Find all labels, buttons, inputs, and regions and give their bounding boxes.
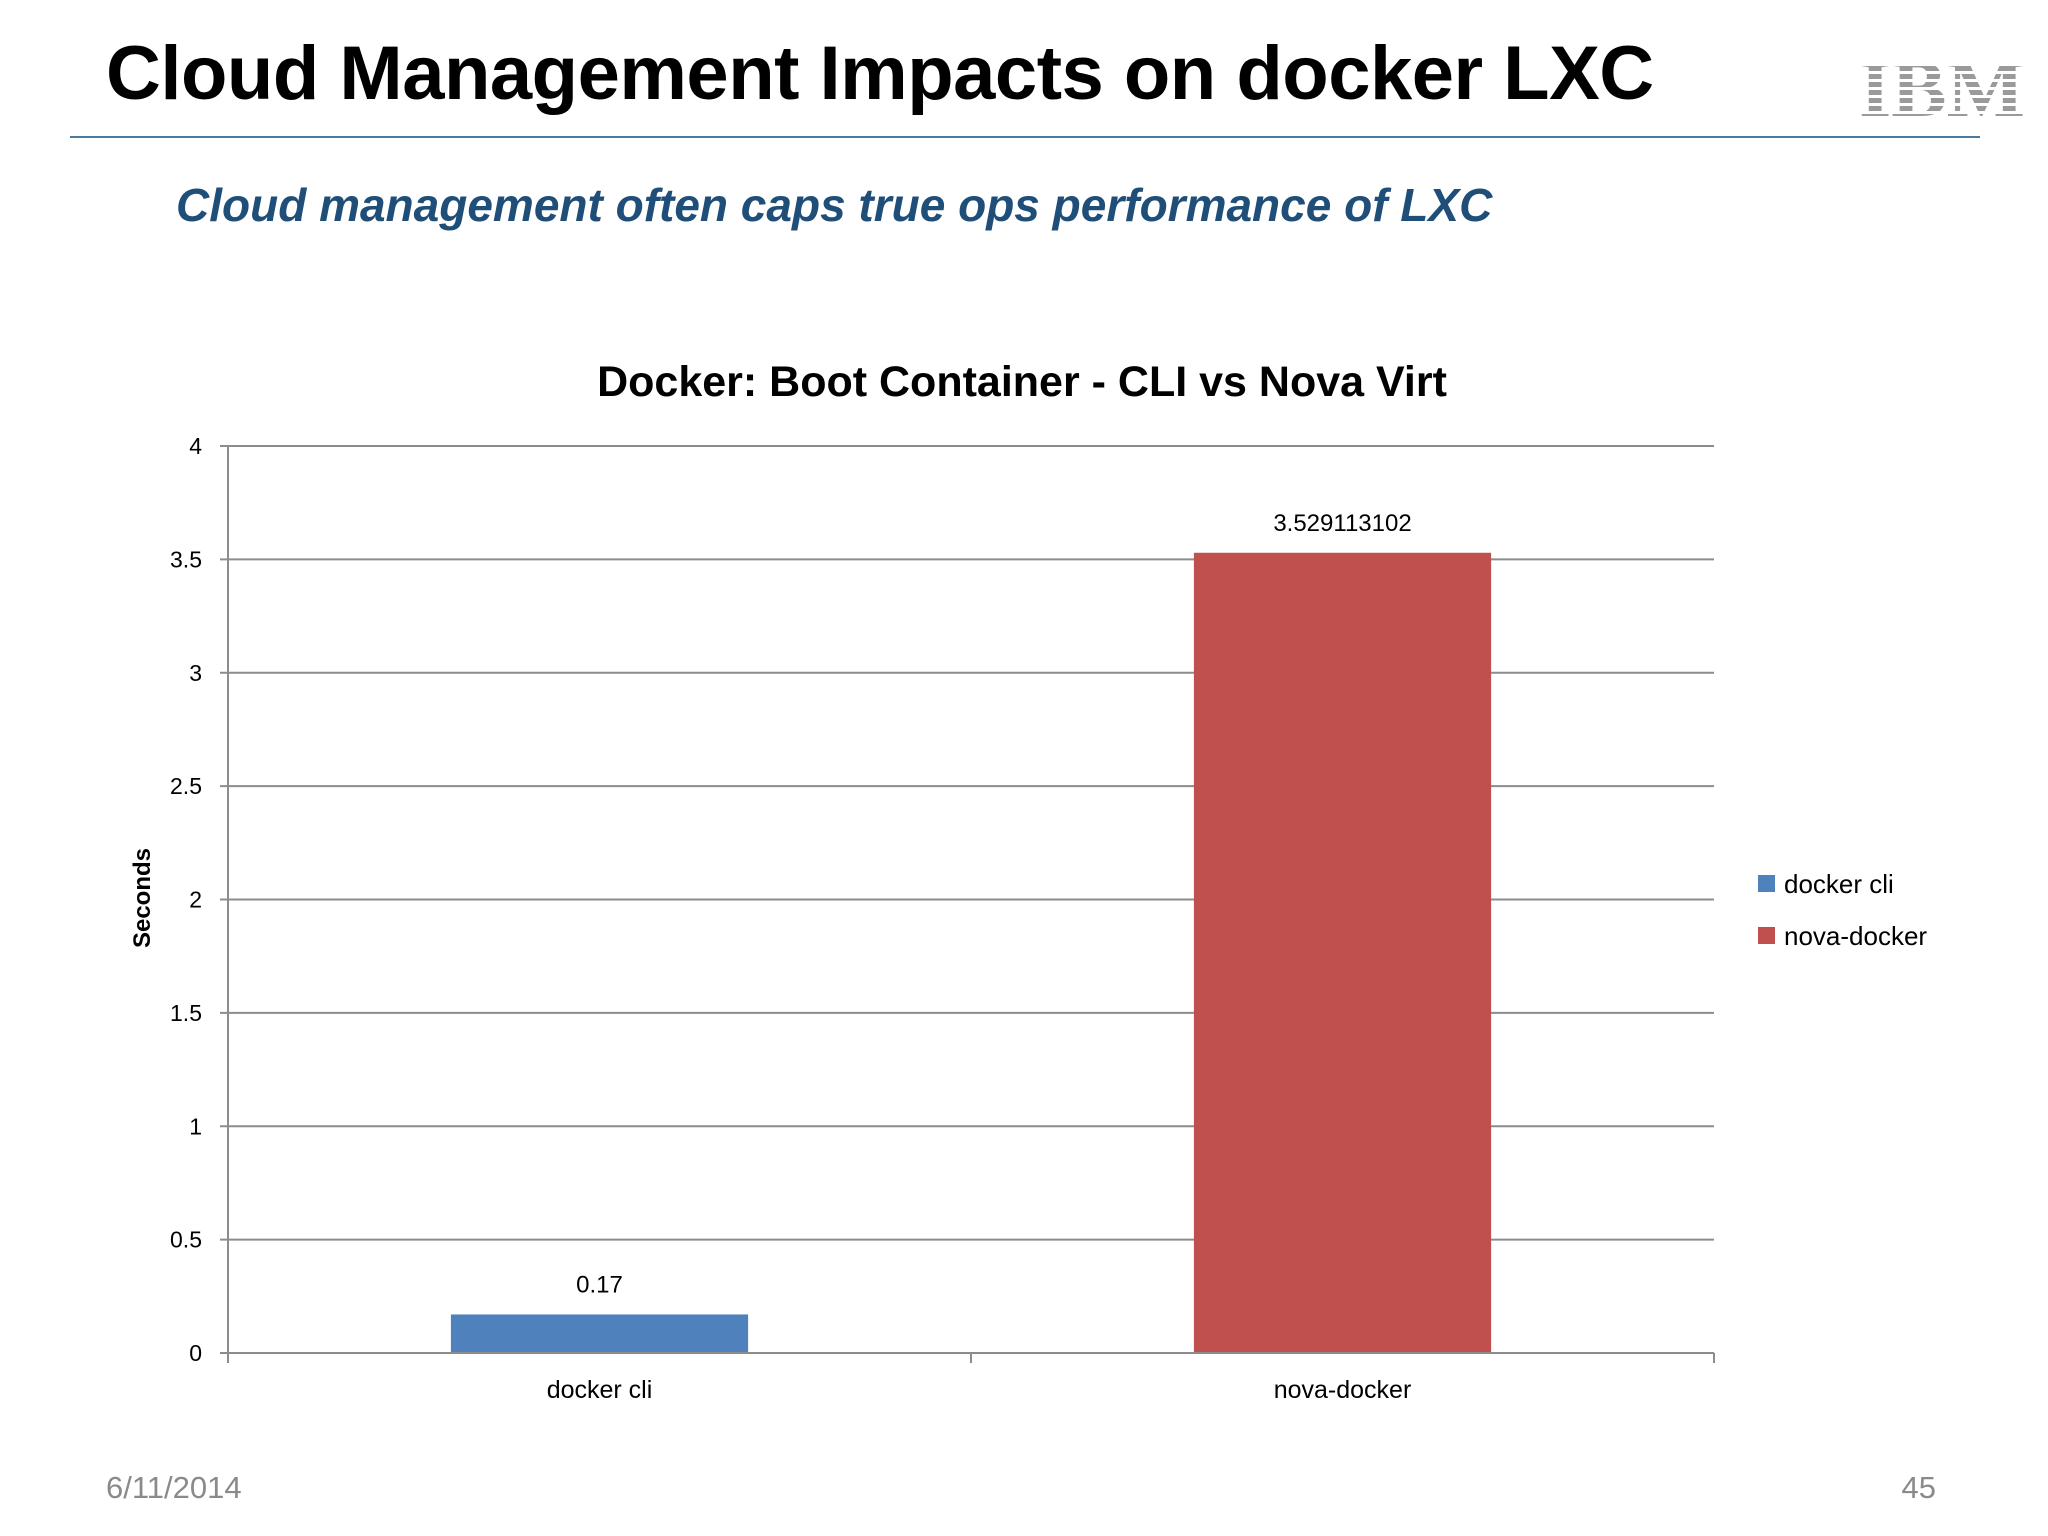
bar-chart: Docker: Boot Container - CLI vs Nova Vir… [129,358,1927,1404]
y-tick-label: 3 [189,660,202,686]
legend-swatch [1758,875,1775,892]
page-number: 45 [1901,1470,1936,1505]
ibm-logo-text: IBM [1859,50,2025,122]
bar-docker-cli [450,1314,749,1353]
chart-container: Docker: Boot Container - CLI vs Nova Vir… [0,340,2048,1440]
y-tick-label: 0.5 [170,1227,202,1253]
ibm-logo: IBM [1859,50,2025,122]
y-tick-label: 3.5 [170,546,202,572]
gridlines [228,445,1714,1241]
bars [450,552,1492,1353]
x-category-label: docker cli [547,1376,653,1404]
title-divider [70,136,1980,138]
legend: docker cli nova-docker [1758,869,1927,951]
legend-label: nova-docker [1784,921,1927,951]
data-label: 0.17 [576,1271,623,1298]
legend-label: docker cli [1784,869,1894,899]
axes [220,445,1715,1363]
data-label: 3.529113102 [1273,510,1411,537]
y-tick-label: 2.5 [170,773,202,799]
bar-nova-docker [1193,552,1492,1353]
slide-title: Cloud Management Impacts on docker LXC [106,31,1654,116]
footer-date: 6/11/2014 [106,1470,242,1505]
y-tick-label: 0 [189,1340,202,1366]
legend-swatch [1758,927,1775,944]
x-category-label: nova-docker [1274,1376,1412,1404]
y-axis-title: Seconds [129,848,156,948]
labels: 0 0.5 1 1.5 2 2.5 3 3.5 4 0.17 3.529113102 docker c… [170,433,1412,1404]
slide-subtitle: Cloud management often caps true ops per… [176,179,1493,231]
y-tick-label: 4 [189,433,202,459]
y-tick-label: 1.5 [170,1000,202,1026]
y-tick-label: 2 [189,887,202,913]
chart-title: Docker: Boot Container - CLI vs Nova Vir… [597,358,1447,406]
y-tick-label: 1 [189,1113,202,1139]
